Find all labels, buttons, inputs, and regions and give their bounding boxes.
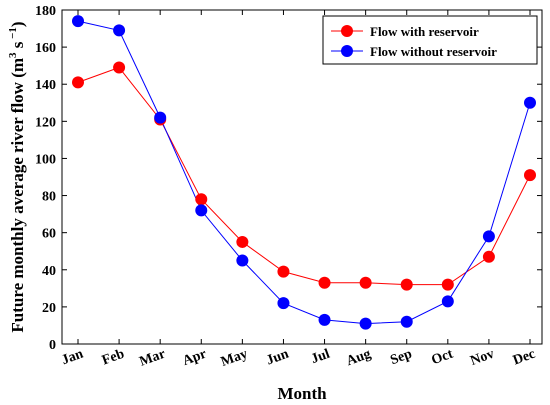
x-tick-label: Feb bbox=[100, 347, 127, 369]
x-tick-label: Jan bbox=[60, 347, 86, 369]
data-point-without-reservoir bbox=[236, 254, 249, 267]
data-point-without-reservoir bbox=[524, 96, 536, 109]
x-tick-label: Jul bbox=[309, 347, 332, 368]
data-point-without-reservoir bbox=[441, 295, 454, 308]
data-point-without-reservoir bbox=[277, 297, 290, 310]
y-axis-title: Future monthly average river flow (m3 s … bbox=[7, 21, 27, 332]
data-point-with-reservoir bbox=[195, 193, 208, 206]
y-tick-label: 0 bbox=[49, 338, 56, 353]
data-point-without-reservoir bbox=[482, 230, 495, 243]
y-tick-label: 180 bbox=[35, 4, 56, 19]
data-point-with-reservoir bbox=[400, 278, 413, 291]
y-tick-label: 140 bbox=[35, 78, 56, 93]
legend-box bbox=[322, 15, 538, 65]
data-point-with-reservoir bbox=[482, 250, 495, 263]
y-axis-title-sup1: 3 bbox=[7, 52, 19, 58]
data-point-without-reservoir bbox=[154, 111, 167, 124]
x-tick-label: Mar bbox=[138, 347, 168, 370]
x-tick-label: Aug bbox=[344, 347, 373, 370]
data-point-without-reservoir bbox=[113, 24, 126, 37]
data-point-with-reservoir bbox=[236, 235, 249, 248]
data-point-without-reservoir bbox=[359, 317, 372, 330]
legend-marker-with-reservoir bbox=[341, 25, 353, 37]
data-point-with-reservoir bbox=[441, 278, 454, 291]
legend-marker-without-reservoir bbox=[341, 45, 353, 57]
x-tick-label: Oct bbox=[430, 347, 456, 369]
y-axis-title-text: Future monthly average river flow (m bbox=[8, 58, 27, 333]
x-tick-label: Sep bbox=[388, 347, 414, 369]
x-tick-label: Dec bbox=[511, 347, 537, 369]
legend-label-with-reservoir: Flow with reservoir bbox=[370, 24, 479, 39]
data-point-without-reservoir bbox=[318, 313, 331, 326]
y-axis-title-close: ) bbox=[8, 21, 27, 27]
data-point-without-reservoir bbox=[72, 15, 84, 28]
y-tick-label: 20 bbox=[42, 301, 56, 316]
y-axis-title-mid: s bbox=[8, 41, 27, 52]
y-axis: 0 20 40 60 80 100 120 140 160 180 bbox=[35, 4, 542, 353]
data-point-with-reservoir bbox=[277, 265, 290, 278]
plot-area bbox=[61, 9, 543, 345]
x-axis-title: Month bbox=[277, 384, 327, 403]
data-point-with-reservoir bbox=[113, 61, 126, 74]
series-line-without-reservoir bbox=[77, 20, 531, 325]
x-tick-label: Nov bbox=[468, 347, 496, 369]
data-point-with-reservoir bbox=[524, 169, 536, 182]
series-line-with-reservoir bbox=[77, 66, 531, 286]
y-tick-label: 40 bbox=[42, 264, 56, 279]
data-point-without-reservoir bbox=[400, 315, 413, 328]
data-point-with-reservoir bbox=[359, 276, 372, 289]
x-tick-label: Apr bbox=[181, 347, 209, 369]
y-tick-label: 120 bbox=[35, 115, 56, 130]
y-axis-title-sup2: −1 bbox=[7, 27, 19, 42]
legend-label-without-reservoir: Flow without reservoir bbox=[370, 44, 497, 59]
data-point-with-reservoir bbox=[318, 276, 331, 289]
x-tick-label: May bbox=[219, 347, 250, 370]
y-tick-label: 100 bbox=[35, 152, 56, 167]
y-tick-label: 80 bbox=[42, 190, 56, 205]
x-tick-label: Jun bbox=[264, 347, 291, 369]
series-layer bbox=[72, 15, 536, 330]
y-tick-label: 60 bbox=[42, 227, 56, 242]
legend: Flow with reservoir Flow without reservo… bbox=[322, 15, 538, 65]
y-tick-label: 160 bbox=[35, 41, 56, 56]
data-point-with-reservoir bbox=[72, 76, 84, 89]
data-point-without-reservoir bbox=[195, 204, 208, 217]
